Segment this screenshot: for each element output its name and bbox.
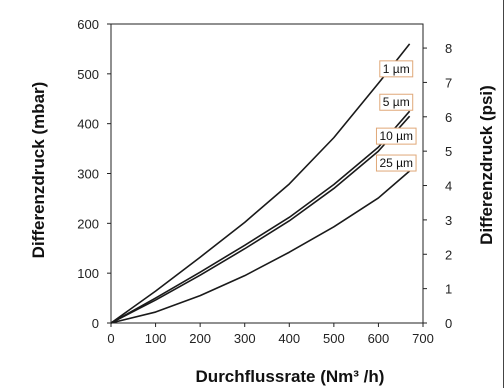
- series-lines: [110, 43, 411, 324]
- series-line: [110, 110, 411, 324]
- x-axis-title: Durchflussrate (Nm³ /h): [196, 367, 385, 386]
- series-label: 25 µm: [379, 156, 413, 170]
- x-tick-label: 500: [323, 331, 345, 346]
- series-label: 10 µm: [379, 129, 413, 143]
- y-tick-label: 300: [77, 167, 99, 182]
- series-label-box: [375, 154, 417, 172]
- y-tick-label: 600: [77, 17, 99, 32]
- y2-tick-label: 0: [445, 316, 452, 331]
- y-axis-ticks: 0 100 200 300 400 500 600: [77, 17, 111, 331]
- series-line: [110, 43, 411, 324]
- x-tick-label: 100: [145, 331, 167, 346]
- x-tick-label: 300: [234, 331, 256, 346]
- y2-axis-title: Differenzdruck (psi): [477, 85, 496, 245]
- y-axis-title: Differenzdruck (mbar): [29, 82, 48, 259]
- plot-area-frame: [110, 23, 424, 324]
- series-label-box: [375, 127, 417, 145]
- y-tick-label: 100: [77, 266, 99, 281]
- series-label-box: [379, 60, 414, 78]
- series-label: 1 µm: [383, 62, 410, 76]
- y-tick-label: 500: [77, 67, 99, 82]
- series-line: [110, 115, 411, 324]
- y2-tick-label: 8: [445, 41, 452, 56]
- x-tick-label: 0: [107, 331, 114, 346]
- x-axis-ticks: 0 100 200 300 400 500 600 700: [107, 323, 434, 346]
- y2-tick-label: 4: [445, 179, 452, 194]
- series-labels: 1 µm 5 µm 10 µm 25 µm: [375, 60, 417, 172]
- x-tick-label: 600: [368, 331, 390, 346]
- y2-tick-label: 3: [445, 213, 452, 228]
- series-label: 5 µm: [383, 95, 410, 109]
- y2-tick-label: 1: [445, 282, 452, 297]
- y-tick-label: 200: [77, 216, 99, 231]
- y-tick-label: 400: [77, 117, 99, 132]
- y-tick-label: 0: [92, 316, 99, 331]
- y2-tick-label: 7: [445, 75, 452, 90]
- y2-tick-label: 2: [445, 247, 452, 262]
- y2-tick-label: 5: [445, 144, 452, 159]
- series-label-box: [379, 93, 414, 111]
- x-tick-label: 700: [412, 331, 434, 346]
- x-tick-label: 200: [189, 331, 211, 346]
- x-tick-label: 400: [278, 331, 300, 346]
- y2-tick-label: 6: [445, 110, 452, 125]
- series-line: [110, 170, 411, 324]
- y2-axis-ticks: 0 1 2 3 4 5 6 7 8: [423, 41, 452, 331]
